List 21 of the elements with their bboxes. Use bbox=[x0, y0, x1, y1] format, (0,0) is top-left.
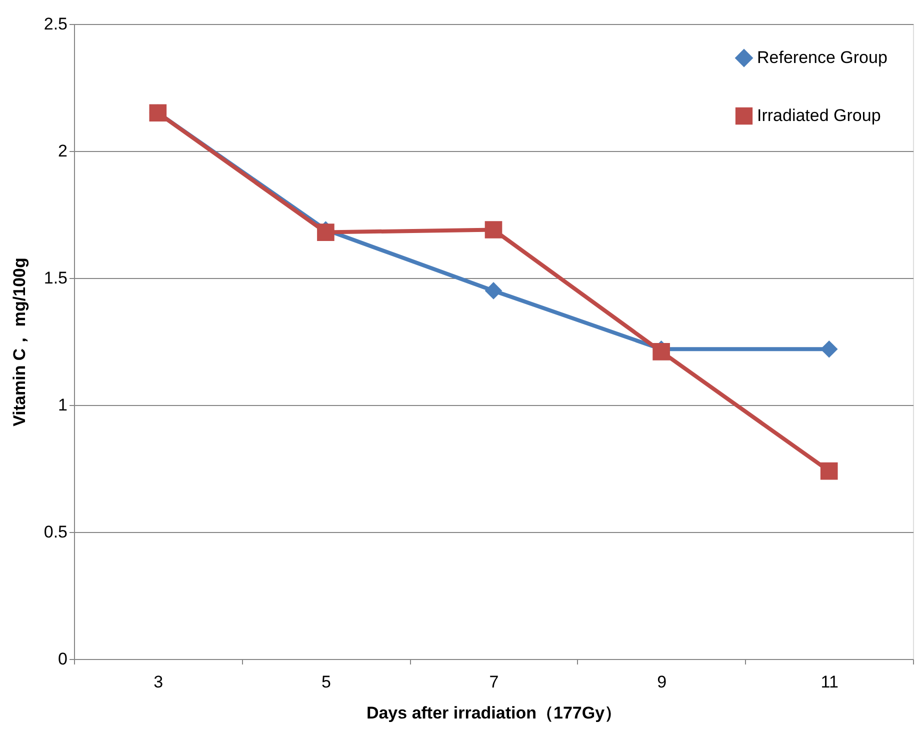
y-tick-label: 2 bbox=[58, 142, 68, 160]
x-tick-label: 7 bbox=[489, 672, 499, 692]
point bbox=[820, 462, 838, 480]
point bbox=[652, 343, 670, 360]
x-tick-label: 5 bbox=[321, 672, 331, 692]
y-axis-title: Vitamin C， mg/100g bbox=[10, 258, 29, 426]
point bbox=[820, 340, 838, 358]
y-tick-label: 2.5 bbox=[44, 14, 68, 34]
y-tick-label: 0 bbox=[58, 650, 68, 668]
point bbox=[317, 224, 334, 241]
x-axis-title: Days after irradiation（177Gy） bbox=[366, 704, 622, 722]
y-tick-label: 1.5 bbox=[44, 268, 68, 288]
x-tick-label: 9 bbox=[657, 672, 667, 692]
x-tick-label: 3 bbox=[154, 672, 164, 692]
point bbox=[484, 221, 502, 238]
legend-label: Irradiated Group bbox=[757, 106, 881, 125]
y-tick-label: 1 bbox=[58, 396, 68, 414]
x-tick-label: 11 bbox=[820, 672, 838, 692]
legend-label: Reference Group bbox=[757, 48, 888, 67]
y-tick-label: 0.5 bbox=[44, 522, 68, 542]
point bbox=[484, 282, 502, 300]
